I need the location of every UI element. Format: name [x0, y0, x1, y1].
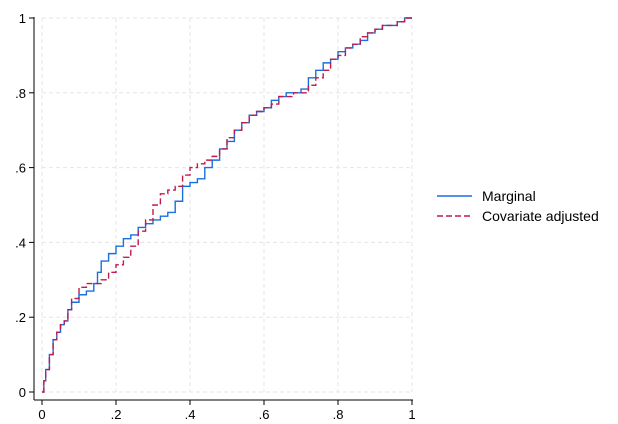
legend-label-covariate-adjusted: Covariate adjusted — [482, 208, 599, 224]
legend-label-marginal: Marginal — [482, 188, 536, 204]
x-tick-label: .2 — [111, 407, 122, 422]
x-tick-label: .6 — [259, 407, 270, 422]
x-tick-label: .4 — [185, 407, 196, 422]
y-tick-label: .6 — [15, 161, 26, 176]
grid — [41, 17, 413, 393]
series-line-covariate-adjusted — [42, 17, 412, 393]
x-tick-label: .8 — [333, 407, 344, 422]
series-layer — [42, 17, 412, 393]
legend: Marginal Covariate adjusted — [437, 188, 599, 224]
y-tick-label: 0 — [19, 385, 26, 400]
x-tick-label: 1 — [408, 407, 415, 422]
y-tick-label: 1 — [19, 11, 26, 26]
axes: 0 .2 .4 .6 .8 1 0 .2 .4 .6 .8 1 — [15, 11, 415, 422]
y-tick-label: .8 — [15, 86, 26, 101]
y-tick-label: .2 — [15, 310, 26, 325]
series-line-marginal — [42, 17, 412, 393]
x-tick-label: 0 — [38, 407, 45, 422]
y-tick-label: .4 — [15, 235, 26, 250]
